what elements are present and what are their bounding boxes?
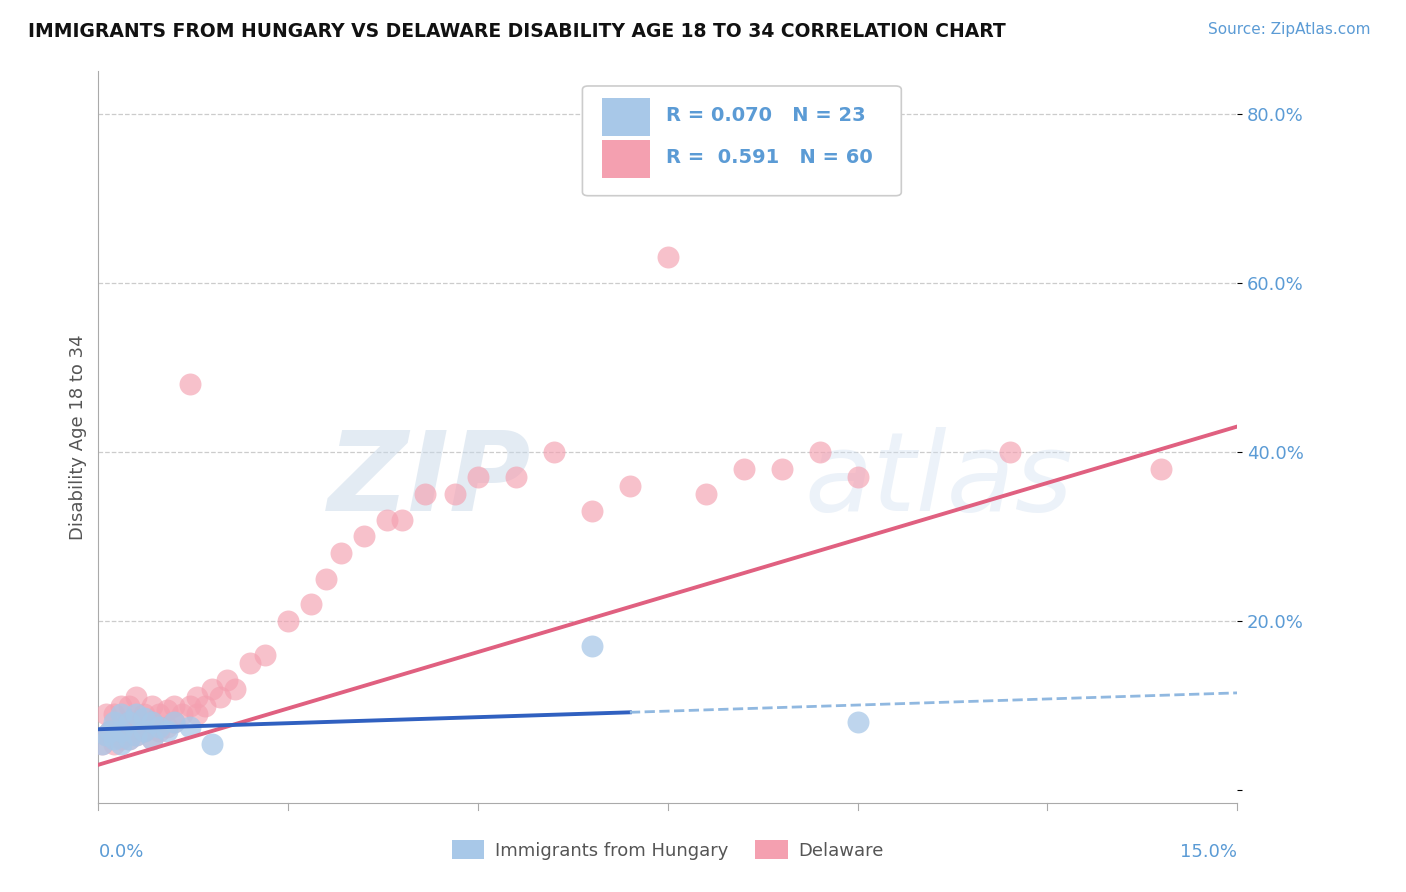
Point bbox=[186, 690, 208, 705]
Point bbox=[695, 487, 717, 501]
Point bbox=[619, 479, 641, 493]
Point bbox=[94, 706, 117, 721]
Point bbox=[315, 572, 337, 586]
Point bbox=[110, 720, 132, 734]
Point bbox=[505, 470, 527, 484]
Point bbox=[132, 723, 155, 738]
FancyBboxPatch shape bbox=[602, 140, 650, 178]
Point bbox=[375, 512, 398, 526]
Point bbox=[163, 715, 186, 730]
Point bbox=[132, 723, 155, 738]
Point bbox=[179, 377, 201, 392]
Point bbox=[125, 728, 148, 742]
Point bbox=[179, 720, 201, 734]
Point bbox=[156, 703, 179, 717]
Point bbox=[118, 715, 141, 730]
Point bbox=[733, 462, 755, 476]
Point bbox=[846, 470, 869, 484]
Point bbox=[141, 732, 163, 747]
Point bbox=[201, 681, 224, 696]
Point bbox=[239, 657, 262, 671]
Point bbox=[103, 732, 125, 747]
Text: R =  0.591   N = 60: R = 0.591 N = 60 bbox=[665, 148, 872, 167]
Point bbox=[657, 251, 679, 265]
Point bbox=[148, 720, 170, 734]
Point bbox=[132, 706, 155, 721]
Point bbox=[277, 614, 299, 628]
Point bbox=[110, 732, 132, 747]
Point bbox=[103, 737, 125, 751]
Point bbox=[91, 737, 114, 751]
Point bbox=[156, 723, 179, 738]
Legend: Immigrants from Hungary, Delaware: Immigrants from Hungary, Delaware bbox=[444, 833, 891, 867]
Point bbox=[148, 706, 170, 721]
Text: 0.0%: 0.0% bbox=[98, 843, 143, 861]
Point bbox=[846, 715, 869, 730]
Point bbox=[141, 715, 163, 730]
Point bbox=[581, 504, 603, 518]
Point bbox=[132, 711, 155, 725]
Point bbox=[110, 698, 132, 713]
Point bbox=[103, 715, 125, 730]
Point bbox=[103, 706, 125, 721]
Point bbox=[118, 698, 141, 713]
FancyBboxPatch shape bbox=[582, 86, 901, 195]
Point bbox=[91, 737, 114, 751]
Point bbox=[125, 690, 148, 705]
FancyBboxPatch shape bbox=[602, 98, 650, 136]
Point bbox=[254, 648, 277, 662]
Text: atlas: atlas bbox=[804, 427, 1073, 534]
Point bbox=[224, 681, 246, 696]
Point bbox=[110, 723, 132, 738]
Point bbox=[141, 698, 163, 713]
Point bbox=[125, 711, 148, 725]
Point bbox=[186, 706, 208, 721]
Point bbox=[391, 512, 413, 526]
Point bbox=[118, 732, 141, 747]
Point bbox=[201, 737, 224, 751]
Y-axis label: Disability Age 18 to 34: Disability Age 18 to 34 bbox=[69, 334, 87, 540]
Point bbox=[98, 723, 121, 738]
Point bbox=[110, 706, 132, 721]
Point bbox=[808, 445, 831, 459]
Point bbox=[156, 720, 179, 734]
Point bbox=[141, 732, 163, 747]
Point bbox=[179, 698, 201, 713]
Point bbox=[770, 462, 793, 476]
Text: IMMIGRANTS FROM HUNGARY VS DELAWARE DISABILITY AGE 18 TO 34 CORRELATION CHART: IMMIGRANTS FROM HUNGARY VS DELAWARE DISA… bbox=[28, 22, 1005, 41]
Point bbox=[444, 487, 467, 501]
Text: ZIP: ZIP bbox=[328, 427, 531, 534]
Point bbox=[110, 737, 132, 751]
Point bbox=[353, 529, 375, 543]
Point bbox=[194, 698, 217, 713]
Point bbox=[118, 715, 141, 730]
Point bbox=[163, 698, 186, 713]
Point bbox=[98, 723, 121, 738]
Point bbox=[998, 445, 1021, 459]
Point bbox=[299, 597, 322, 611]
Text: 15.0%: 15.0% bbox=[1180, 843, 1237, 861]
Point bbox=[163, 715, 186, 730]
Point bbox=[208, 690, 231, 705]
Point bbox=[94, 728, 117, 742]
Point bbox=[94, 728, 117, 742]
Point bbox=[148, 723, 170, 738]
Point bbox=[170, 706, 193, 721]
Point bbox=[581, 640, 603, 654]
Point bbox=[141, 715, 163, 730]
Point bbox=[467, 470, 489, 484]
Point bbox=[330, 546, 353, 560]
Text: R = 0.070   N = 23: R = 0.070 N = 23 bbox=[665, 106, 865, 126]
Point bbox=[125, 706, 148, 721]
Text: Source: ZipAtlas.com: Source: ZipAtlas.com bbox=[1208, 22, 1371, 37]
Point bbox=[543, 445, 565, 459]
Point bbox=[118, 732, 141, 747]
Point bbox=[413, 487, 436, 501]
Point bbox=[125, 728, 148, 742]
Point bbox=[1150, 462, 1173, 476]
Point bbox=[217, 673, 239, 688]
